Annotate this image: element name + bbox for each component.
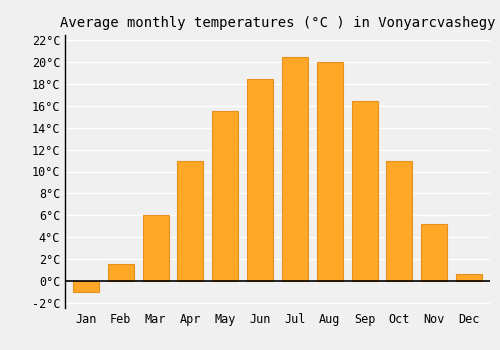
Bar	[456, 274, 482, 281]
Bar	[142, 215, 169, 281]
Bar	[73, 281, 99, 292]
Title: Average monthly temperatures (°C ) in Vonyarcvashegy: Average monthly temperatures (°C ) in Vo…	[60, 16, 495, 30]
Bar	[212, 111, 238, 281]
Bar	[421, 224, 448, 281]
Bar	[108, 264, 134, 281]
Bar	[386, 161, 412, 281]
Bar	[352, 100, 378, 281]
Bar	[316, 62, 343, 281]
Bar	[282, 57, 308, 281]
Bar	[178, 161, 204, 281]
Bar	[247, 79, 273, 281]
